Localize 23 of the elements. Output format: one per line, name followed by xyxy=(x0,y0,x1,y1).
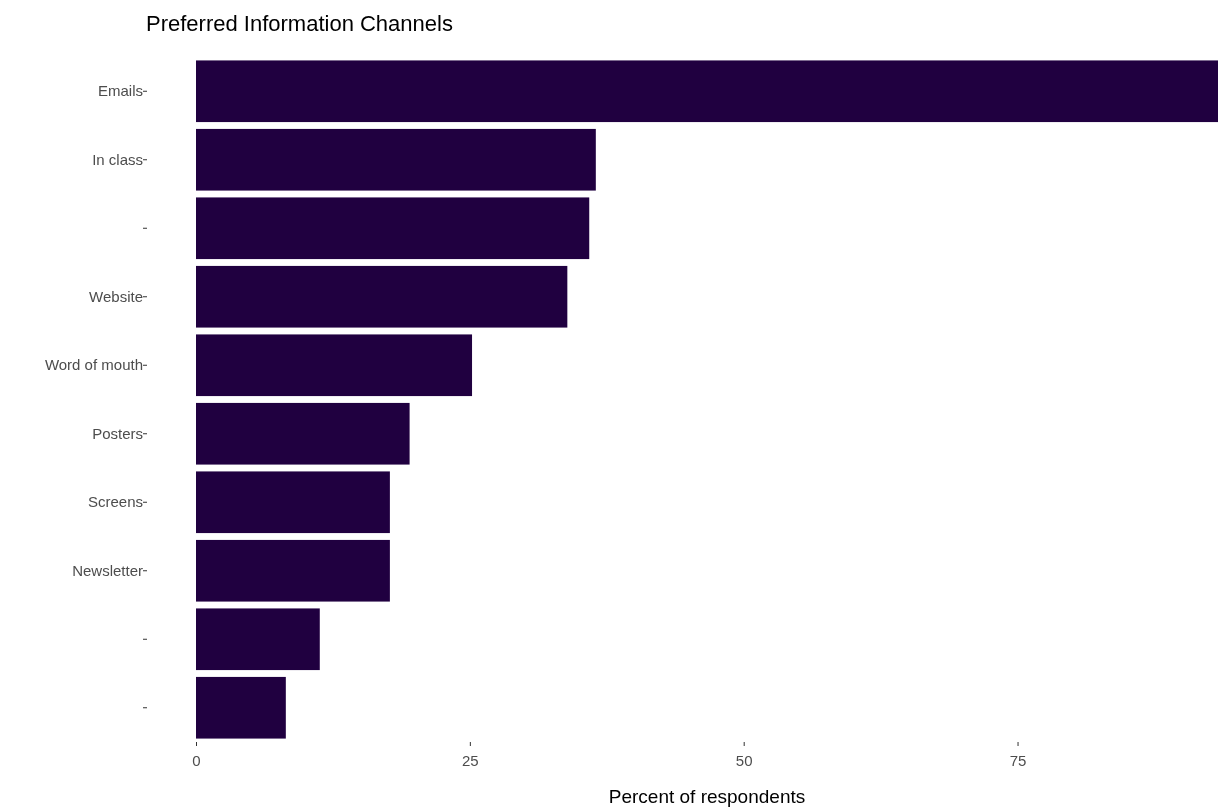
x-axis-title: Percent of respondents xyxy=(608,786,806,807)
x-tick-label: 0 xyxy=(192,751,201,769)
y-tick-label: Word of mouth xyxy=(44,356,143,374)
bar xyxy=(196,676,286,739)
y-tick-label: Posters xyxy=(92,424,143,442)
y-tick-label: In class xyxy=(92,150,143,168)
x-tick-label: 50 xyxy=(735,751,753,769)
chart-title: Preferred Information Channels xyxy=(146,11,453,36)
bar xyxy=(196,471,390,534)
x-tick-label: 25 xyxy=(462,751,479,769)
bar xyxy=(196,60,1218,123)
bar xyxy=(196,402,410,465)
y-tick-label: Newsletter xyxy=(72,561,143,579)
y-tick-label: Screens xyxy=(87,493,143,511)
bar xyxy=(196,128,596,191)
bar xyxy=(196,539,390,602)
bar xyxy=(196,334,473,397)
x-tick-label: 75 xyxy=(1009,751,1027,769)
bar xyxy=(196,197,590,260)
y-tick-label: Website xyxy=(89,287,143,305)
bar xyxy=(196,608,320,671)
bar xyxy=(196,265,568,328)
y-tick-label: Emails xyxy=(97,82,143,100)
